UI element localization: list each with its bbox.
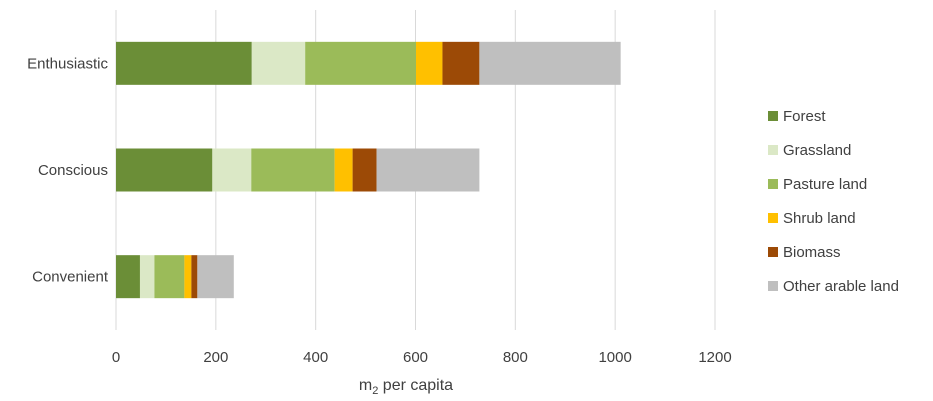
x-tick-label: 400 — [303, 349, 328, 366]
legend-swatch — [768, 145, 778, 155]
x-tick-label: 200 — [203, 349, 228, 366]
x-axis-label-subscript: 2 — [372, 385, 378, 397]
bar-segment-biomass — [191, 255, 198, 299]
legend-swatch — [768, 281, 778, 291]
category-label: Enthusiastic — [27, 55, 108, 72]
legend: Forest Grassland Pasture land Shrub land Bio… — [768, 108, 899, 295]
bar-segment-forest — [116, 41, 252, 85]
legend-label: Forest — [783, 108, 826, 125]
bar-segment-forest — [116, 255, 140, 299]
bar-segments — [116, 41, 621, 299]
bar-segment-biomass — [352, 148, 377, 192]
category-label: Convenient — [32, 269, 109, 286]
x-tick-label: 800 — [503, 349, 528, 366]
legend-swatch — [768, 179, 778, 189]
x-tick-label: 1000 — [598, 349, 631, 366]
legend-label: Biomass — [783, 244, 841, 261]
x-tick-label: 1200 — [698, 349, 731, 366]
category-label: Conscious — [38, 162, 108, 179]
bar-segment-pasture-land — [154, 255, 185, 299]
legend-swatch — [768, 111, 778, 121]
legend-swatch — [768, 247, 778, 257]
legend-label: Grassland — [783, 142, 851, 159]
x-axis-label-suffix: per capita — [378, 377, 453, 394]
bar-segment-forest — [116, 148, 213, 192]
bar-segment-shrub-land — [334, 148, 353, 192]
bar-segment-grassland — [251, 41, 306, 85]
x-axis-label: m2 per capita — [359, 377, 453, 397]
bar-segment-pasture-land — [305, 41, 416, 85]
legend-label: Pasture land — [783, 176, 867, 193]
bar-segment-other-arable-land — [376, 148, 480, 192]
bar-segment-pasture-land — [251, 148, 335, 192]
legend-label: Other arable land — [783, 278, 899, 295]
x-tick-label: 600 — [403, 349, 428, 366]
legend-label: Shrub land — [783, 210, 856, 227]
bar-segment-shrub-land — [415, 41, 443, 85]
legend-swatch — [768, 213, 778, 223]
category-labels: Enthusiastic Conscious Convenient — [27, 55, 109, 285]
bar-segment-other-arable-land — [479, 41, 621, 85]
bar-segment-biomass — [442, 41, 480, 85]
x-tick-labels: 0 200 400 600 800 1000 1200 — [112, 349, 732, 366]
bar-segment-other-arable-land — [197, 255, 234, 299]
bar-segment-grassland — [139, 255, 155, 299]
x-tick-label: 0 — [112, 349, 120, 366]
bar-segment-grassland — [212, 148, 252, 192]
bar-segment-shrub-land — [184, 255, 192, 299]
